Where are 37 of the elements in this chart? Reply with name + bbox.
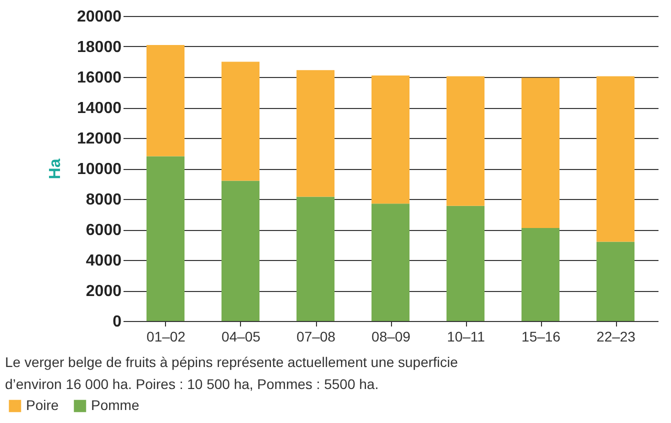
x-tick-label: 08–09 (372, 328, 411, 344)
x-tick-label: 04–05 (222, 328, 261, 344)
y-tick-label: 14000 (77, 100, 122, 117)
y-tick-label: 18000 (77, 39, 122, 56)
bar (146, 156, 184, 321)
bar (372, 204, 410, 321)
legend-label: Pomme (91, 397, 140, 413)
bar (222, 62, 260, 181)
x-tick-label: 10–11 (447, 328, 486, 344)
legend-label: Poire (26, 397, 59, 413)
y-axis-title: Ha (47, 158, 64, 180)
y-tick-label: 10000 (77, 161, 122, 178)
y-tick-label: 0 (112, 314, 122, 330)
y-tick-label: 4000 (86, 252, 122, 270)
bar (596, 76, 634, 242)
bar (446, 206, 484, 321)
bar (222, 180, 260, 321)
y-tick-label: 8000 (86, 192, 122, 208)
y-tick-label: 20000 (77, 8, 122, 26)
y-tick-label: 2000 (86, 283, 122, 300)
bar (596, 242, 634, 321)
bar (372, 75, 410, 204)
y-tick-label: 6000 (86, 222, 122, 239)
bar (522, 78, 560, 228)
bar (296, 196, 334, 321)
y-tick-label: 12000 (77, 130, 122, 148)
x-tick-label: 01–02 (146, 328, 186, 344)
x-tick-label: 07–08 (296, 328, 336, 344)
text: d’environ 16 000 ha. Poires : 10 500 ha, Pommes : 5500 ha. (5, 376, 379, 392)
bar (446, 76, 484, 206)
bar (146, 44, 184, 156)
x-tick-label: 15–16 (522, 328, 561, 344)
y-tick-label: 16000 (77, 70, 122, 86)
text: Le verger belge de fruits à pépins représente actuellement une superficie (5, 354, 458, 370)
bar (522, 228, 560, 321)
bar (296, 70, 334, 197)
x-tick-label: 22–23 (596, 328, 636, 344)
